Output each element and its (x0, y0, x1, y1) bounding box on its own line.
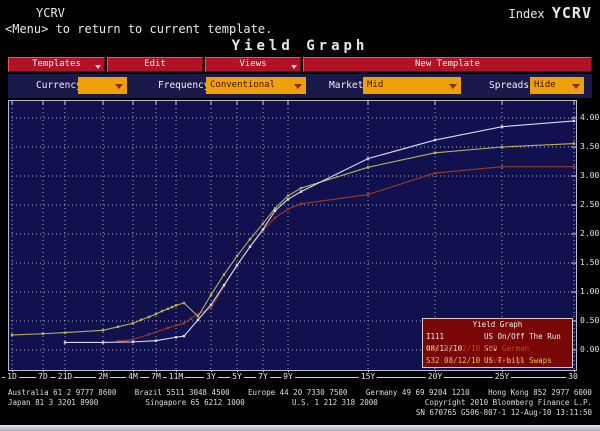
chevron-down-icon (294, 84, 302, 89)
y-tick-label: 2.50 (580, 200, 600, 209)
y-tick-label: 1.00 (580, 287, 600, 296)
legend-title: Yield Graph (472, 320, 523, 329)
y-tick-label: 1.50 (580, 258, 600, 267)
legend-series-name: EUR German Sovereign (484, 344, 530, 365)
page-title: Yield Graph (231, 38, 369, 54)
market-label: Market (329, 80, 364, 91)
window-bottom-edge (0, 425, 600, 431)
currency-label: Currency (36, 80, 82, 91)
views-button[interactable]: Views (205, 57, 301, 72)
frequency-dropdown[interactable]: Conventional (206, 77, 306, 94)
spreads-dropdown[interactable]: Hide (530, 77, 584, 94)
menu-hint: <Menu> to return to current template. (5, 22, 273, 36)
spreads-label: Spreads (489, 80, 530, 91)
footer-line-3: SN 670765 G506-807-1 12-Aug-10 13:11:50 (415, 408, 592, 417)
chevron-down-icon (115, 84, 123, 89)
x-tick-label: 5Y (230, 372, 244, 382)
footer-line-1: Australia 61 2 9777 8600 Brazil 5511 3048… (8, 388, 592, 397)
templates-button[interactable]: Templates (8, 57, 105, 72)
x-tick-label: 3Y (204, 372, 218, 382)
x-tick-label: 2M (96, 372, 110, 382)
currency-dropdown[interactable] (78, 77, 127, 94)
footer-contact: Brazil 5511 3048 4500 (134, 388, 230, 397)
dropdown-arrow-icon (291, 65, 297, 69)
x-tick-label: 21D (55, 372, 75, 382)
app-title: YCRV (36, 6, 65, 20)
x-tick-label: 7D (36, 372, 50, 382)
footer-contact: Japan 81 3 3201 8900 (8, 398, 99, 407)
legend-row: I16 08/12/10 EUR German Sovereign (423, 343, 572, 365)
x-tick-label: 25Y (492, 372, 512, 382)
footer-contact: Europe 44 20 7330 7500 (248, 388, 348, 397)
x-tick-label: 30 (566, 372, 578, 382)
frequency-label: Frequency (158, 80, 210, 91)
footer-line-2: Japan 81 3 3201 8900 Singapore 65 6212 10… (8, 398, 592, 407)
new-template-button[interactable]: New Template (303, 57, 592, 72)
edit-button[interactable]: Edit (107, 57, 203, 72)
x-tick-label: 11M (166, 372, 186, 382)
x-tick-label: 7Y (256, 372, 270, 382)
legend-series-name: US On/Off The Run Sov (484, 332, 561, 353)
x-tick-label: 1D (5, 372, 19, 382)
x-tick-label: 15Y (358, 372, 378, 382)
footer-contact: Australia 61 2 9777 8600 (8, 388, 117, 397)
x-tick-label: 7M (149, 372, 163, 382)
index-value: YCRV (551, 4, 592, 22)
x-tick-label: 4M (126, 372, 140, 382)
legend-row: S32 08/12/10 US T-bill Swaps (423, 355, 572, 367)
legend: Yield Graph I111 08/12/10 US On/Off The R… (422, 318, 573, 368)
y-tick-label: 3.50 (580, 142, 600, 151)
footer-contact: Copyright 2010 Bloomberg Finance L.P. (424, 398, 592, 407)
legend-series-id: I16 08/12/10 (426, 344, 481, 353)
y-tick-label: 2.00 (580, 229, 600, 238)
y-tick-label: 0.50 (580, 316, 600, 325)
x-tick-label: 20Y (425, 372, 445, 382)
index-label: Index (508, 7, 545, 21)
y-tick-label: 4.00 (580, 113, 600, 122)
market-dropdown[interactable]: Mid (363, 77, 461, 94)
dropdown-arrow-icon (95, 65, 101, 69)
y-tick-label: 3.00 (580, 171, 600, 180)
legend-series-name: US T-bill Swaps (484, 356, 552, 365)
y-tick-label: 0.00 (580, 345, 600, 354)
legend-row: I111 08/12/10 US On/Off The Run Sov (423, 331, 572, 353)
index-title: Index YCRV (509, 4, 592, 22)
footer-contact: U.S. 1 212 318 2000 (291, 398, 378, 407)
legend-series-id: I111 08/12/10 (426, 332, 463, 353)
footer-contact: Singapore 65 6212 1000 (145, 398, 245, 407)
footer-contact: Hong Kong 852 2977 6000 (488, 388, 592, 397)
legend-series-id: S32 08/12/10 (426, 356, 481, 365)
x-tick-label: 9Y (281, 372, 295, 382)
chevron-down-icon (449, 84, 457, 89)
footer-contact: Germany 49 69 9204 1210 (365, 388, 470, 397)
chevron-down-icon (572, 84, 580, 89)
x-axis: 1D 7D 21D 2M 4M 7M 11M 3Y 5Y 7Y 9Y 15Y 20Y 25Y 30 (0, 370, 578, 385)
